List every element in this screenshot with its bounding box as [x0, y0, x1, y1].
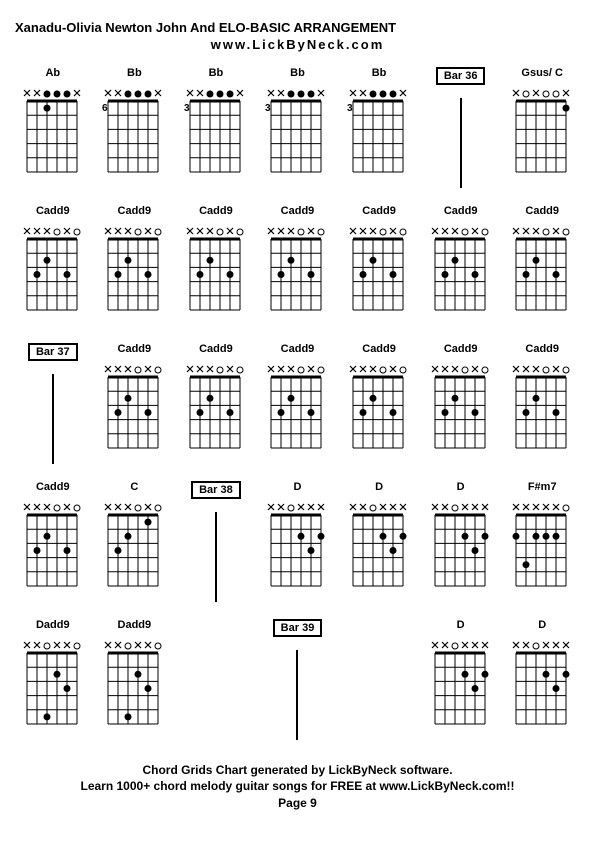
chord-label: Cadd9 [199, 343, 233, 357]
chord-diagram: Gsus/ C [504, 67, 580, 197]
chord-diagram: Cadd9 [423, 343, 499, 473]
chord-label: D [294, 481, 302, 495]
footer-line-1: Chord Grids Chart generated by LickByNec… [0, 762, 595, 779]
chord-diagram: Cadd9 [341, 343, 417, 473]
bar-marker: Bar 38 [178, 481, 254, 611]
chord-label: F#m7 [528, 481, 557, 495]
chord-label: D [375, 481, 383, 495]
chord-label: Cadd9 [118, 343, 152, 357]
page-subtitle: www.LickByNeck.com [15, 37, 580, 52]
bar-line [215, 512, 217, 602]
empty-cell [341, 619, 417, 749]
chord-label: Bb [209, 67, 224, 81]
chord-diagram: Cadd9 [97, 205, 173, 335]
chord-label: Cadd9 [36, 205, 70, 219]
bar-label: Bar 37 [28, 343, 78, 361]
chord-diagram: Cadd9 [260, 205, 336, 335]
chord-diagram: Cadd9 [97, 343, 173, 473]
chord-diagram: Bb3111 [341, 67, 417, 197]
chord-label: D [457, 619, 465, 633]
svg-text:6: 6 [102, 103, 108, 114]
svg-text:3: 3 [265, 103, 271, 114]
bar-label: Bar 38 [191, 481, 241, 499]
chord-grid: Ab111Bb6111Bb3111Bb3111Bb3111Bar 36Gsus/… [15, 67, 580, 749]
chord-diagram: D [423, 481, 499, 611]
svg-text:3: 3 [184, 103, 190, 114]
chord-label: Bb [127, 67, 142, 81]
chord-label: D [457, 481, 465, 495]
chord-diagram: Ab111 [15, 67, 91, 197]
chord-label: C [130, 481, 138, 495]
chord-label: Gsus/ C [521, 67, 563, 81]
chord-diagram: D [341, 481, 417, 611]
chord-diagram: Bb3111 [260, 67, 336, 197]
chord-label: Cadd9 [199, 205, 233, 219]
chord-label: Cadd9 [362, 205, 396, 219]
chord-diagram: Cadd9 [15, 481, 91, 611]
bar-line [296, 650, 298, 740]
chord-diagram: Cadd9 [260, 343, 336, 473]
chord-diagram: Cadd9 [423, 205, 499, 335]
chord-diagram: Dadd9 [15, 619, 91, 749]
chord-diagram: Bb3111 [178, 67, 254, 197]
chord-label: Cadd9 [444, 205, 478, 219]
chord-label: Cadd9 [525, 205, 559, 219]
chord-label: Bb [290, 67, 305, 81]
chord-label: Dadd9 [118, 619, 152, 633]
chord-diagram: F#m7 [504, 481, 580, 611]
chord-diagram: Cadd9 [15, 205, 91, 335]
bar-line [52, 374, 54, 464]
bar-label: Bar 39 [273, 619, 323, 637]
svg-text:3: 3 [347, 103, 353, 114]
bar-marker: Bar 37 [15, 343, 91, 473]
chord-diagram: D [260, 481, 336, 611]
chord-diagram: Dadd9 [97, 619, 173, 749]
chord-diagram: Cadd9 [504, 343, 580, 473]
chord-diagram: Cadd9 [178, 205, 254, 335]
chord-diagram: Bb6111 [97, 67, 173, 197]
chord-label: Dadd9 [36, 619, 70, 633]
bar-label: Bar 36 [436, 67, 486, 85]
chord-label: Cadd9 [525, 343, 559, 357]
bar-line [460, 98, 462, 188]
bar-marker: Bar 36 [423, 67, 499, 197]
chord-label: Cadd9 [36, 481, 70, 495]
page-title: Xanadu-Olivia Newton John And ELO-BASIC … [15, 20, 580, 35]
bar-marker: Bar 39 [260, 619, 336, 749]
chord-label: Cadd9 [281, 343, 315, 357]
chord-diagram: D [504, 619, 580, 749]
chord-diagram: D [423, 619, 499, 749]
footer-line-2: Learn 1000+ chord melody guitar songs fo… [0, 778, 595, 795]
chord-label: D [538, 619, 546, 633]
chord-label: Cadd9 [118, 205, 152, 219]
chord-diagram: C [97, 481, 173, 611]
footer-page: Page 9 [0, 795, 595, 812]
empty-cell [178, 619, 254, 749]
chord-diagram: Cadd9 [178, 343, 254, 473]
chord-label: Bb [372, 67, 387, 81]
chord-diagram: Cadd9 [504, 205, 580, 335]
chord-label: Cadd9 [444, 343, 478, 357]
chord-label: Ab [45, 67, 60, 81]
chord-label: Cadd9 [281, 205, 315, 219]
chord-diagram: Cadd9 [341, 205, 417, 335]
chord-label: Cadd9 [362, 343, 396, 357]
page-footer: Chord Grids Chart generated by LickByNec… [0, 762, 595, 812]
